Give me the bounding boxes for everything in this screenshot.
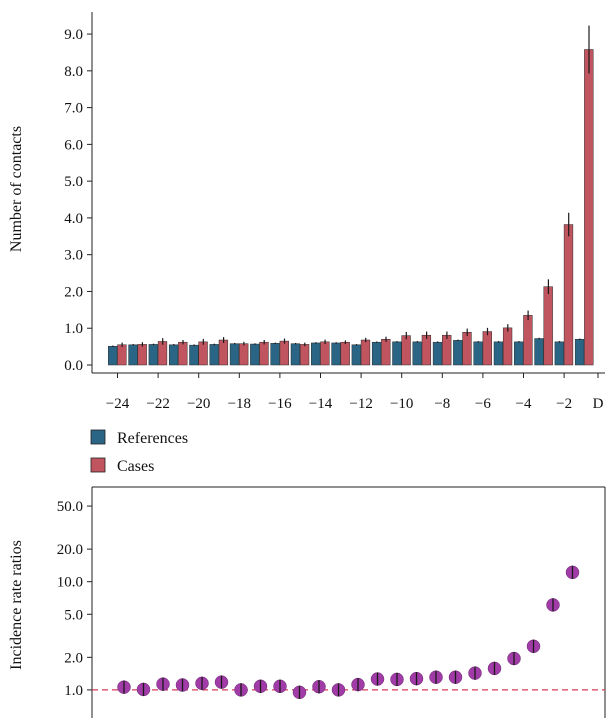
top-y-tick-label: 6.0 [64, 137, 83, 153]
top-y-tick-label: 5.0 [64, 174, 83, 190]
bottom-y-tick-label: 20.0 [57, 542, 83, 558]
cases-bar [320, 341, 330, 366]
top-x-tick-label: D [593, 396, 604, 412]
bottom-y-axis-title: Incidence rate ratios [8, 540, 25, 670]
references-bar [250, 343, 260, 366]
cases-bar [584, 49, 594, 366]
top-x-tick-label: −10 [390, 396, 413, 412]
references-bar [554, 341, 564, 366]
cases-bar [421, 334, 432, 366]
references-bar [432, 341, 443, 366]
references-bar [209, 344, 219, 366]
references-bar [453, 340, 463, 366]
cases-bar [259, 341, 269, 366]
bottom-y-tick-label: 10.0 [57, 575, 83, 591]
cases-bar [482, 331, 492, 366]
error-bar-group [112, 25, 590, 347]
top-y-tick-label: 8.0 [64, 64, 83, 80]
cases-bar [360, 339, 371, 366]
top-y-tick-label: 2.0 [64, 284, 83, 300]
cases-bar [340, 341, 350, 366]
top-x-tick-label: −24 [106, 396, 130, 412]
cases-bar [178, 341, 188, 366]
cases-bar [401, 335, 411, 366]
references-bar [574, 339, 585, 366]
top-y-tick-label: 9.0 [64, 27, 83, 43]
cases-bar [563, 224, 574, 366]
top-x-tick-label: −12 [349, 396, 372, 412]
top-y-tick-label: 1.0 [64, 321, 83, 337]
top-y-axis-title: Number of contacts [8, 126, 25, 252]
legend: References Cases [90, 429, 188, 475]
bottom-y-tick-label: 1.0 [64, 683, 83, 699]
top-x-tick-label: −18 [228, 396, 251, 412]
references-bar [168, 344, 179, 366]
top-x-tick-label: −22 [146, 396, 169, 412]
references-bar [534, 338, 544, 366]
references-bar [128, 344, 138, 366]
incidence-rate-ratio-chart: 1.0 2.0 5.0 10.0 20.0 50.0 Incidence rate rat… [8, 486, 606, 718]
legend-swatch-references [90, 429, 106, 445]
point-group [117, 565, 580, 700]
top-y-tick-label: 3.0 [64, 248, 83, 264]
top-x-tick-label: −16 [268, 396, 292, 412]
top-x-tick-label: −4 [516, 396, 532, 412]
references-bar [371, 341, 382, 366]
top-y-tick-label: 4.0 [64, 211, 83, 227]
bottom-y-tick-label: 5.0 [64, 607, 83, 623]
references-bar [311, 342, 321, 366]
cases-bar [299, 344, 310, 366]
cases-bar [462, 332, 472, 366]
top-x-tick-label: −14 [309, 396, 333, 412]
bottom-y-tick-label: 2.0 [64, 650, 83, 666]
top-y-tick-label: 0.0 [64, 358, 83, 374]
cases-bar [381, 339, 391, 366]
cases-bar [117, 344, 127, 366]
references-bar [493, 341, 504, 366]
top-x-tick-label: −20 [187, 396, 210, 412]
bottom-axes: 1.0 2.0 5.0 10.0 20.0 50.0 [57, 486, 606, 718]
references-bar [148, 344, 158, 366]
references-bar [473, 341, 483, 366]
cases-bar [279, 340, 289, 366]
cases-bar [442, 334, 452, 366]
legend-label-cases: Cases [117, 458, 154, 475]
bar-group [108, 49, 594, 366]
cases-bar [523, 315, 533, 366]
bottom-y-tick-label: 50.0 [57, 499, 83, 515]
top-axes: 0.0 1.0 2.0 3.0 4.0 5.0 6.0 7.0 8.0 9.0 −24 −22 −20 −… [64, 12, 605, 412]
cases-bar [198, 341, 208, 366]
cases-bar [157, 341, 168, 366]
references-bar [331, 342, 341, 366]
top-x-tick-label: −2 [556, 396, 572, 412]
cases-bar [502, 327, 513, 366]
references-bar [290, 343, 301, 366]
references-bar [108, 345, 118, 366]
cases-bar [137, 344, 147, 366]
contacts-bar-chart: 0.0 1.0 2.0 3.0 4.0 5.0 6.0 7.0 8.0 9.0 −24 −22 −20 −… [8, 12, 605, 412]
references-bar [189, 344, 199, 366]
references-bar [412, 341, 422, 366]
legend-label-references: References [117, 430, 188, 447]
cases-bar [239, 343, 249, 366]
top-y-tick-label: 7.0 [64, 101, 83, 117]
references-bar [351, 344, 361, 366]
references-bar [229, 343, 240, 366]
cases-bar [218, 339, 229, 366]
legend-swatch-cases [90, 457, 106, 473]
cases-bar [543, 286, 553, 366]
top-x-tick-label: −6 [475, 396, 491, 412]
top-x-tick-label: −8 [434, 396, 450, 412]
references-bar [270, 343, 280, 366]
references-bar [392, 341, 402, 366]
references-bar [514, 341, 524, 366]
